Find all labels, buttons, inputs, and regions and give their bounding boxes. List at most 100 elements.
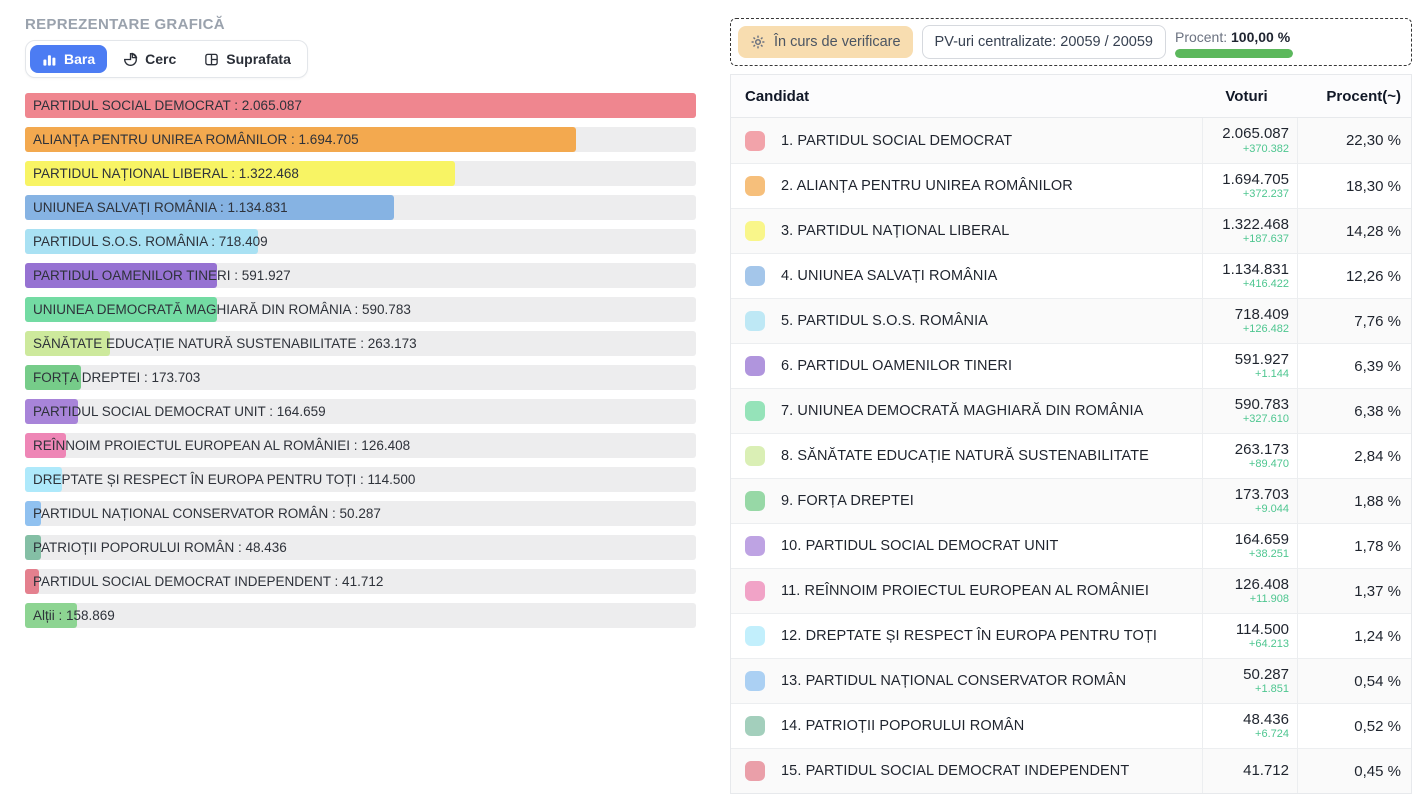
percent-value: 22,30 % <box>1345 132 1401 149</box>
table-row[interactable]: 11. REÎNNOIM PROIECTUL EUROPEAN AL ROMÂN… <box>731 568 1411 613</box>
party-color-swatch <box>745 311 765 331</box>
table-row[interactable]: 5. PARTIDUL S.O.S. ROMÂNIA 718.409 +126.… <box>731 298 1411 343</box>
chart-bar-row[interactable]: PARTIDUL SOCIAL DEMOCRAT : 2.065.087 <box>25 93 696 118</box>
table-row[interactable]: 7. UNIUNEA DEMOCRATĂ MAGHIARĂ DIN ROMÂNI… <box>731 388 1411 433</box>
candidate-name: 3. PARTIDUL NAȚIONAL LIBERAL <box>781 223 1010 239</box>
panel-title: REPREZENTARE GRAFICĂ <box>25 16 225 33</box>
table-row[interactable]: 2. ALIANȚA PENTRU UNIREA ROMÂNILOR 1.694… <box>731 163 1411 208</box>
party-color-swatch <box>745 176 765 196</box>
votes-delta: +370.382 <box>1242 142 1289 155</box>
chart-bar-fill <box>25 127 576 152</box>
chart-bar-fill <box>25 433 67 458</box>
chart-bar-fill <box>25 263 218 288</box>
gear-icon <box>751 35 765 49</box>
chart-bar-label: FORȚA DREPTEI : 173.703 <box>33 370 201 385</box>
votes-delta: +187.637 <box>1242 233 1289 246</box>
votes-value: 1.694.705 <box>1222 170 1289 188</box>
votes-delta: +1.851 <box>1255 683 1289 696</box>
votes-value: 114.500 <box>1235 620 1289 638</box>
votes-value: 126.408 <box>1234 575 1289 593</box>
chart-bar-label: PARTIDUL NAȚIONAL LIBERAL : 1.322.468 <box>33 166 299 181</box>
chart-bar-row[interactable]: DREPTATE ȘI RESPECT ÎN EUROPA PENTRU TOȚ… <box>25 467 696 492</box>
chart-bar-row[interactable]: REÎNNOIM PROIECTUL EUROPEAN AL ROMÂNIEI … <box>25 433 696 458</box>
table-row[interactable]: 12. DREPTATE ȘI RESPECT ÎN EUROPA PENTRU… <box>731 613 1411 658</box>
candidate-name: 1. PARTIDUL SOCIAL DEMOCRAT <box>781 132 1013 149</box>
chart-bar-row[interactable]: PARTIDUL S.O.S. ROMÂNIA : 718.409 <box>25 229 696 254</box>
table-row[interactable]: 3. PARTIDUL NAȚIONAL LIBERAL 1.322.468 +… <box>731 208 1411 253</box>
treemap-icon <box>205 53 219 65</box>
votes-delta: +1.144 <box>1255 368 1289 381</box>
chart-bar-row[interactable]: PARTIDUL OAMENILOR TINERI : 591.927 <box>25 263 696 288</box>
votes-delta: +38.251 <box>1248 548 1289 561</box>
chart-bar-fill <box>25 603 77 628</box>
party-color-swatch <box>745 761 765 781</box>
votes-value: 173.703 <box>1234 485 1289 503</box>
pie-chart-icon <box>124 52 138 66</box>
percent-value: 1,78 % <box>1354 537 1401 555</box>
percent-value: 0,52 % <box>1354 717 1401 735</box>
percent-value: 0,45 % <box>1354 762 1401 780</box>
percent-value: 18,30 % <box>1345 177 1401 195</box>
votes-value: 41.712 <box>1243 762 1289 780</box>
votes-delta: +89.470 <box>1248 458 1289 471</box>
party-color-swatch <box>745 626 765 646</box>
candidate-name: 2. ALIANȚA PENTRU UNIREA ROMÂNILOR <box>781 178 1073 194</box>
pv-centralized-label: PV-uri centralizate: 20059 / 20059 <box>934 34 1153 50</box>
chart-bar-fill <box>25 535 41 560</box>
party-color-swatch <box>745 401 765 421</box>
percent-value: 1,37 % <box>1354 582 1401 600</box>
chart-bar-row[interactable]: FORȚA DREPTEI : 173.703 <box>25 365 696 390</box>
percent-value: 2,84 % <box>1354 447 1401 465</box>
table-row[interactable]: 1. PARTIDUL SOCIAL DEMOCRAT 2.065.087 +3… <box>731 118 1411 163</box>
table-row[interactable]: 10. PARTIDUL SOCIAL DEMOCRAT UNIT 164.65… <box>731 523 1411 568</box>
table-row[interactable]: 13. PARTIDUL NAȚIONAL CONSERVATOR ROMÂN … <box>731 658 1411 703</box>
chart-bar-row[interactable]: PARTIDUL SOCIAL DEMOCRAT INDEPENDENT : 4… <box>25 569 696 594</box>
chart-bar-fill <box>25 195 394 220</box>
votes-value: 48.436 <box>1243 710 1289 728</box>
chart-bar-row[interactable]: PARTIDUL NAȚIONAL LIBERAL : 1.322.468 <box>25 161 696 186</box>
table-row[interactable]: 4. UNIUNEA SALVAȚI ROMÂNIA 1.134.831 +41… <box>731 253 1411 298</box>
table-row[interactable]: 9. FORȚA DREPTEI 173.703 +9.044 1,88 % <box>731 478 1411 523</box>
table-row[interactable]: 15. PARTIDUL SOCIAL DEMOCRAT INDEPENDENT… <box>731 748 1411 793</box>
chart-bar-row[interactable]: UNIUNEA SALVAȚI ROMÂNIA : 1.134.831 <box>25 195 696 220</box>
column-header-candidat: Candidat <box>745 87 810 105</box>
chart-bar-row[interactable]: ALIANȚA PENTRU UNIREA ROMÂNILOR : 1.694.… <box>25 127 696 152</box>
chart-bar-fill <box>25 331 111 356</box>
verification-status-badge[interactable]: În curs de verificare <box>738 26 913 58</box>
tab-label: Suprafata <box>226 51 291 67</box>
chart-bar-row[interactable]: PARTIDUL SOCIAL DEMOCRAT UNIT : 164.659 <box>25 399 696 424</box>
chart-bar-label: PARTIDUL SOCIAL DEMOCRAT : 2.065.087 <box>33 98 302 113</box>
chart-bar-row[interactable]: PATRIOȚII POPORULUI ROMÂN : 48.436 <box>25 535 696 560</box>
chart-bar-row[interactable]: Alții : 158.869 <box>25 603 696 628</box>
party-color-swatch <box>745 221 765 241</box>
votes-value: 1.322.468 <box>1222 215 1289 233</box>
chart-bar-row[interactable]: PARTIDUL NAȚIONAL CONSERVATOR ROMÂN : 50… <box>25 501 696 526</box>
chart-bar-fill <box>25 501 42 526</box>
chart-bar-label: PARTIDUL SOCIAL DEMOCRAT INDEPENDENT : 4… <box>33 574 384 589</box>
percent-value: 7,76 % <box>1354 312 1401 330</box>
table-row[interactable]: 6. PARTIDUL OAMENILOR TINERI 591.927 +1.… <box>731 343 1411 388</box>
chart-bar-row[interactable]: SĂNĂTATE EDUCAȚIE NATURĂ SUSTENABILITATE… <box>25 331 696 356</box>
party-color-swatch <box>745 536 765 556</box>
chart-bar-row[interactable]: UNIUNEA DEMOCRATĂ MAGHIARĂ DIN ROMÂNIA :… <box>25 297 696 322</box>
status-bar: În curs de verificare PV-uri centralizat… <box>730 18 1412 66</box>
percent-value: 6,39 % <box>1354 357 1401 375</box>
candidate-name: 7. UNIUNEA DEMOCRATĂ MAGHIARĂ DIN ROMÂNI… <box>781 403 1144 419</box>
votes-value: 164.659 <box>1234 530 1289 548</box>
candidate-name: 14. PATRIOȚII POPORULUI ROMÂN <box>781 718 1025 734</box>
candidate-name: 6. PARTIDUL OAMENILOR TINERI <box>781 358 1013 374</box>
chart-bar-label: ALIANȚA PENTRU UNIREA ROMÂNILOR : 1.694.… <box>33 132 359 147</box>
table-row[interactable]: 14. PATRIOȚII POPORULUI ROMÂN 48.436 +6.… <box>731 703 1411 748</box>
pv-centralized-box: PV-uri centralizate: 20059 / 20059 <box>921 25 1166 59</box>
tab-cerc[interactable]: Cerc <box>111 45 188 73</box>
candidate-name: 9. FORȚA DREPTEI <box>781 493 914 509</box>
chart-bar-fill <box>25 569 39 594</box>
votes-delta: +327.610 <box>1242 413 1289 426</box>
candidate-name: 5. PARTIDUL S.O.S. ROMÂNIA <box>781 313 988 329</box>
tab-suprafata[interactable]: Suprafata <box>192 45 303 73</box>
tab-bara[interactable]: Bara <box>30 45 108 73</box>
chart-bar-label: PARTIDUL SOCIAL DEMOCRAT UNIT : 164.659 <box>33 404 326 419</box>
table-row[interactable]: 8. SĂNĂTATE EDUCAȚIE NATURĂ SUSTENABILIT… <box>731 433 1411 478</box>
bar-chart-icon <box>43 54 56 66</box>
chart-bar-fill <box>25 399 79 424</box>
